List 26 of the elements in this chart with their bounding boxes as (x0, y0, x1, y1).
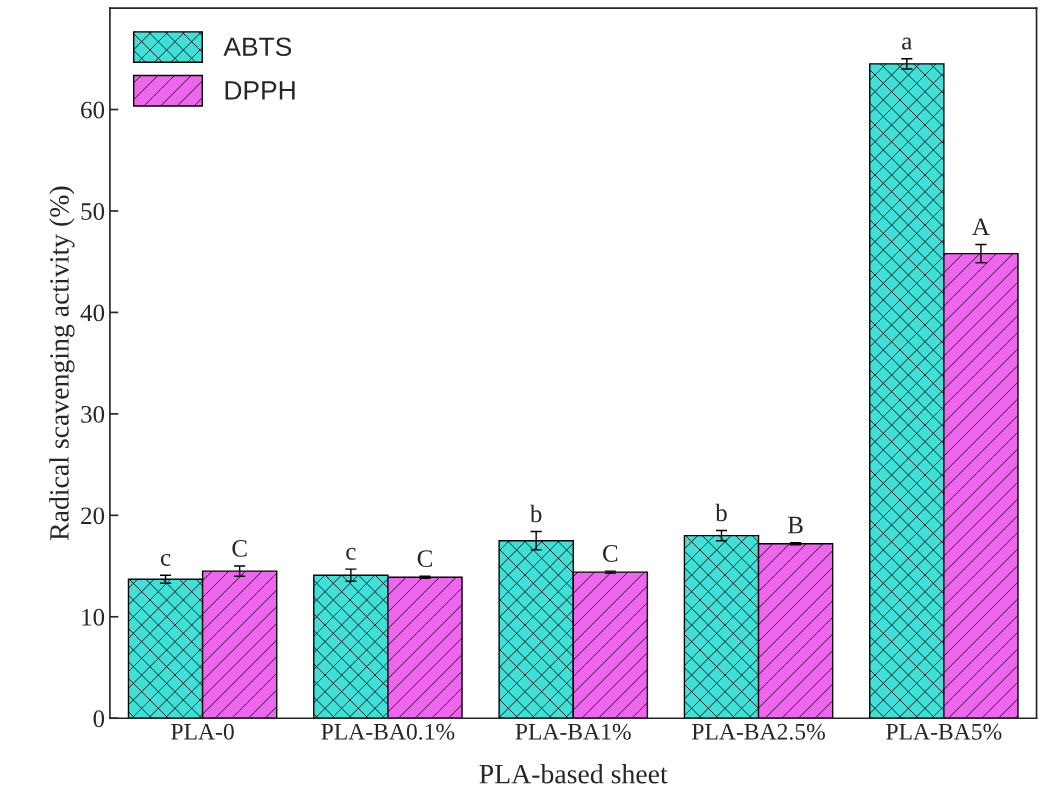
data-label: A (972, 218, 990, 235)
data-label: a (902, 37, 913, 50)
data-label: C (232, 540, 247, 557)
y-tick-label: 0 (93, 710, 105, 728)
data-label: C (417, 550, 432, 567)
x-tick-label: PLA-BA0.1% (321, 723, 455, 740)
data-label: c (346, 547, 356, 560)
legend-label: ABTS (223, 37, 292, 57)
data-label: c (160, 553, 171, 566)
x-tick-label: PLA-0 (171, 723, 234, 740)
y-tick-label: 10 (82, 608, 105, 626)
data-label: b (529, 504, 542, 523)
data-label: B (788, 516, 803, 534)
legend-label: DPPH (225, 81, 295, 100)
y-tick-label: 30 (81, 405, 105, 423)
y-tick-label: 50 (81, 203, 105, 220)
y-tick-label: 20 (81, 507, 105, 525)
data-label: b (715, 503, 727, 522)
y-tick-label: 40 (80, 304, 105, 322)
x-tick-label: PLA-BA1% (515, 723, 631, 740)
data-label: C (602, 545, 618, 562)
y-tick-label: 60 (81, 101, 105, 119)
y-axis-title: Radical scavenging activity (%) (49, 186, 75, 541)
x-tick-label: PLA-BA2.5% (692, 723, 825, 740)
x-axis-title: PLA-based sheet (479, 763, 668, 784)
x-tick-label: PLA-BA5% (886, 723, 1002, 740)
